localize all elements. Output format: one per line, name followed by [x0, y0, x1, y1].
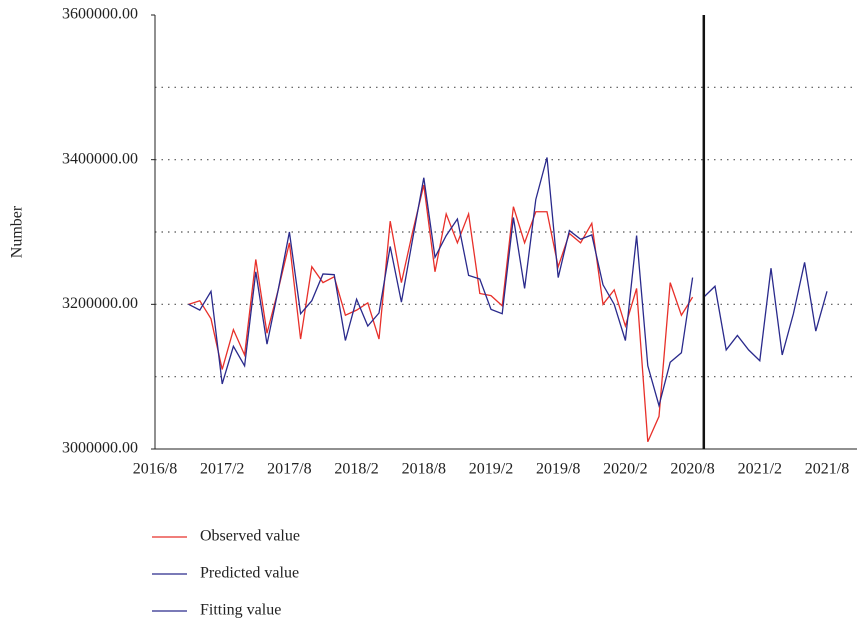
legend-label: Fitting value — [200, 602, 281, 619]
legend-label: Observed value — [200, 528, 300, 545]
y-axis-label: Number — [9, 205, 26, 258]
legend-label: Predicted value — [200, 565, 299, 582]
y-tick-label: 3200000.00 — [62, 295, 138, 312]
x-tick-label: 2018/2 — [334, 461, 378, 478]
x-tick-label: 2021/2 — [738, 461, 782, 478]
data-line — [703, 262, 828, 363]
y-tick-label: 3000000.00 — [62, 440, 138, 457]
data-line — [188, 184, 694, 443]
y-tick-label: 3400000.00 — [62, 150, 138, 167]
data-line — [188, 157, 694, 409]
x-tick-label: 2017/8 — [267, 461, 311, 478]
x-tick-label: 2019/2 — [469, 461, 513, 478]
x-tick-label: 2021/8 — [805, 461, 849, 478]
x-tick-label: 2020/2 — [603, 461, 647, 478]
x-tick-label: 2016/8 — [133, 461, 177, 478]
x-tick-label: 2020/8 — [670, 461, 714, 478]
x-tick-label: 2017/2 — [200, 461, 244, 478]
x-tick-label: 2019/8 — [536, 461, 580, 478]
y-tick-label: 3600000.00 — [62, 6, 138, 23]
x-tick-label: 2018/8 — [402, 461, 446, 478]
